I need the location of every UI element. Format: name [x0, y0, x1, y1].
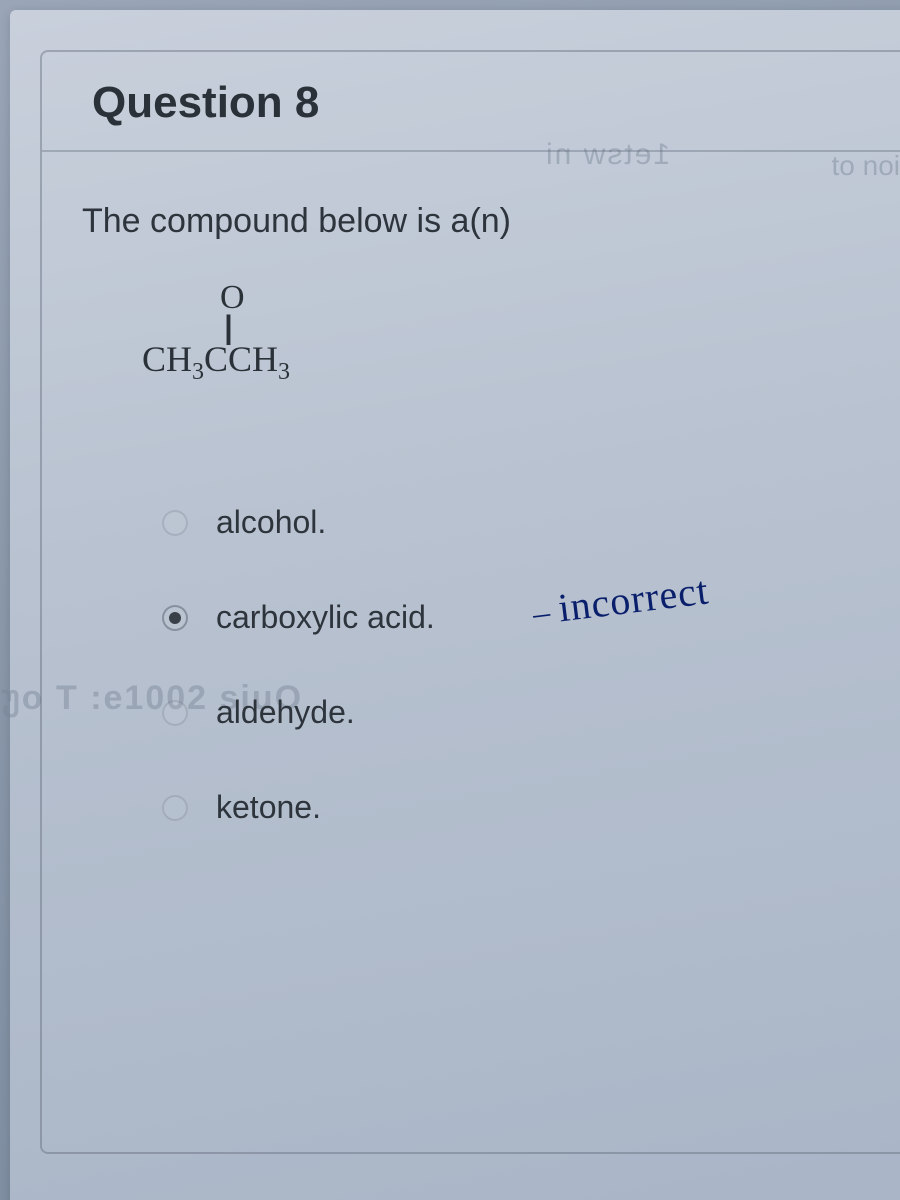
handwritten-tick-icon: –	[531, 594, 553, 634]
page-surface: 1etsw ni to noi უo T :e1002 siuO Questio…	[10, 10, 900, 1200]
option-label: carboxylic acid.	[216, 599, 435, 636]
option-alcohol[interactable]: alcohol.	[162, 504, 870, 541]
structure-double-bond: ||	[224, 311, 870, 345]
option-carboxylic-acid[interactable]: carboxylic acid. –incorrect	[162, 599, 870, 636]
radio-selected-dot	[169, 612, 181, 624]
structure-formula: CH3CCH3	[142, 341, 870, 384]
option-label: ketone.	[216, 789, 321, 826]
radio-icon[interactable]	[162, 510, 188, 536]
chemical-structure: O || CH3CCH3	[142, 281, 870, 384]
question-title: Question 8	[92, 78, 870, 128]
question-prompt: The compound below is a(n)	[82, 202, 870, 241]
option-ketone[interactable]: ketone.	[162, 789, 870, 826]
structure-oxygen: O	[220, 281, 870, 315]
handwritten-annotation: –incorrect	[530, 567, 712, 635]
option-label: alcohol.	[216, 504, 326, 541]
question-body: The compound below is a(n) O || CH3CCH3 …	[42, 152, 900, 1152]
option-label: aldehyde.	[216, 694, 355, 731]
question-header: Question 8	[42, 52, 900, 152]
option-aldehyde[interactable]: aldehyde.	[162, 694, 870, 731]
question-card: Question 8 The compound below is a(n) O …	[40, 50, 900, 1154]
answer-options: alcohol. carboxylic acid. –incorrect ald…	[162, 504, 870, 826]
radio-icon[interactable]	[162, 700, 188, 726]
radio-icon[interactable]	[162, 605, 188, 631]
radio-icon[interactable]	[162, 795, 188, 821]
